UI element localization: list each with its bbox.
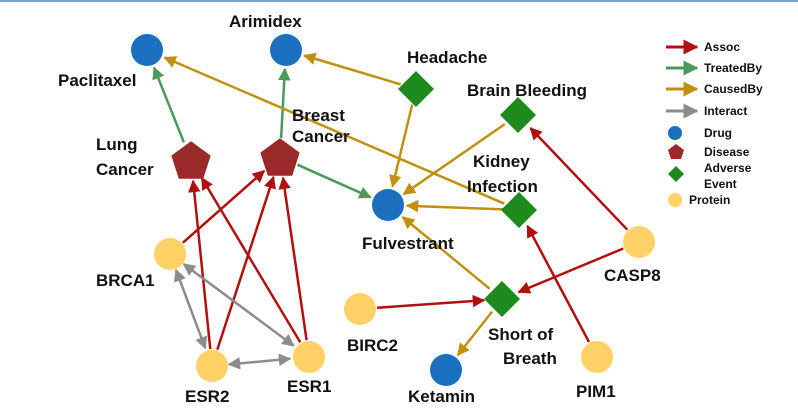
- edge-causedby-headache-fulvestrant: [389, 104, 414, 188]
- legend-causedby-label: CausedBy: [704, 82, 763, 96]
- edge-interact-brca1-esr2: [174, 268, 208, 350]
- label-paclitaxel: Paclitaxel: [58, 71, 136, 90]
- edge-causedby-brain_bleeding-fulvestrant: [402, 123, 506, 196]
- node-brca1: [154, 238, 186, 270]
- node-arimidex: [270, 34, 302, 66]
- label-breast-cancer-line1: Breast: [292, 106, 345, 125]
- edge-causedby-short_of_breath-ketamin: [456, 310, 494, 357]
- legend-event-label-line2: Event: [704, 177, 737, 191]
- node-casp8: [623, 226, 655, 258]
- edge-causedby-short_of_breath-fulvestrant: [401, 216, 491, 290]
- node-esr1: [293, 341, 325, 373]
- edge-treatedby-lung_cancer-paclitaxel: [152, 66, 186, 143]
- legend-assoc-label: Assoc: [704, 40, 740, 54]
- node-ketamin: [430, 354, 462, 386]
- label-kidney-infection-line1: Kidney: [473, 152, 530, 171]
- legend-event-label-line1: Adverse: [704, 161, 752, 175]
- label-casp8: CASP8: [604, 266, 661, 285]
- node-short-of-breath: [484, 281, 520, 317]
- edge-assoc-esr1-breast_cancer: [278, 176, 308, 341]
- legend-protein-label: Protein: [689, 193, 730, 207]
- edge-assoc-pim1-kidney_infection: [526, 224, 591, 343]
- label-arimidex: Arimidex: [229, 12, 302, 31]
- node-labels: Paclitaxel Arimidex Headache Brain Bleed…: [58, 12, 661, 406]
- edge-interact-brca1-esr1: [182, 263, 295, 347]
- edge-causedby-kidney_infection-fulvestrant: [405, 199, 504, 213]
- label-esr2: ESR2: [185, 387, 229, 406]
- node-lung-cancer: [171, 141, 211, 179]
- legend-drug-icon: [668, 126, 682, 140]
- node-paclitaxel: [131, 34, 163, 66]
- edge-interact-esr2-esr1: [227, 353, 292, 370]
- node-pim1: [581, 341, 613, 373]
- edge-assoc-casp8-brain_bleeding: [529, 127, 629, 231]
- node-birc2: [344, 293, 376, 325]
- legend-treatedby-label: TreatedBy: [704, 61, 762, 75]
- legend-disease-icon: [668, 144, 684, 159]
- label-ketamin: Ketamin: [408, 387, 475, 406]
- label-lung-cancer-line2: Cancer: [96, 160, 154, 179]
- legend: Assoc TreatedBy CausedBy Interact Drug D…: [666, 39, 763, 207]
- node-kidney-infection: [501, 192, 537, 228]
- legend-drug-label: Drug: [704, 126, 732, 140]
- label-pim1: PIM1: [576, 382, 616, 401]
- node-fulvestrant: [372, 189, 404, 221]
- label-kidney-infection-line2: Infection: [467, 177, 538, 196]
- edge-treatedby-breast_cancer-arimidex: [278, 67, 291, 139]
- label-brca1: BRCA1: [96, 271, 155, 290]
- label-brain-bleeding: Brain Bleeding: [467, 81, 587, 100]
- node-headache: [398, 71, 434, 107]
- legend-event-icon: [668, 166, 684, 182]
- edge-assoc-brca1-breast_cancer: [181, 169, 266, 244]
- label-lung-cancer-line1: Lung: [96, 135, 138, 154]
- edge-treatedby-breast_cancer-fulvestrant: [296, 163, 372, 199]
- edges-layer: [152, 52, 629, 370]
- node-breast-cancer: [260, 138, 300, 176]
- label-fulvestrant: Fulvestrant: [362, 234, 454, 253]
- node-brain-bleeding: [500, 97, 536, 133]
- edge-causedby-headache-arimidex: [303, 52, 402, 86]
- legend-protein-icon: [668, 193, 682, 207]
- edge-causedby-kidney_infection-paclitaxel: [163, 56, 505, 205]
- label-esr1: ESR1: [287, 377, 331, 396]
- legend-interact-label: Interact: [704, 104, 747, 118]
- nodes-layer: [131, 34, 655, 386]
- legend-disease-label: Disease: [704, 145, 750, 159]
- edge-assoc-birc2-short_of_breath: [376, 294, 486, 310]
- edge-assoc-casp8-short_of_breath: [517, 247, 624, 294]
- label-breast-cancer-line2: Cancer: [292, 127, 350, 146]
- label-short-of-breath-line1: Short of: [488, 325, 553, 344]
- label-birc2: BIRC2: [347, 336, 398, 355]
- label-short-of-breath-line2: Breath: [503, 349, 557, 368]
- label-headache: Headache: [407, 48, 487, 67]
- node-esr2: [196, 350, 228, 382]
